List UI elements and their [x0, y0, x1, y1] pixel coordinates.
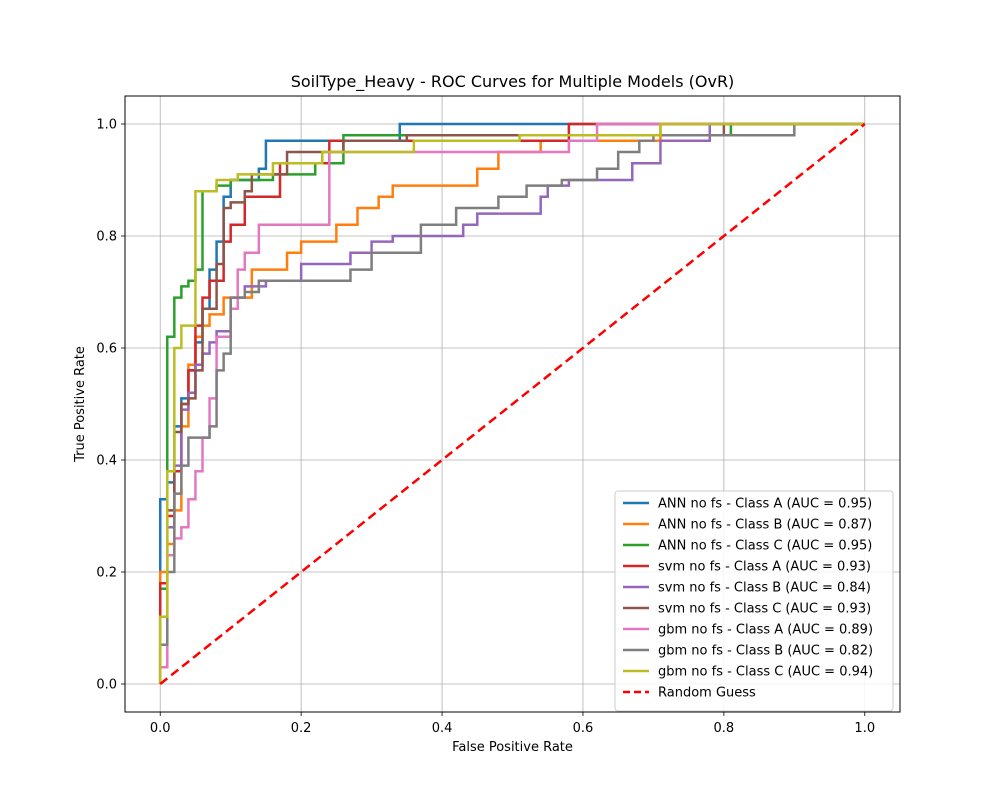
legend-label: svm no fs - Class A (AUC = 0.93) — [658, 560, 871, 575]
legend-label: ANN no fs - Class C (AUC = 0.95) — [658, 539, 872, 554]
y-tick-label: 0.0 — [96, 678, 117, 693]
y-tick-label: 1.0 — [96, 118, 117, 133]
x-tick-label: 0.6 — [573, 721, 594, 736]
y-tick-label: 0.2 — [96, 566, 117, 581]
x-tick-label: 1.0 — [854, 721, 875, 736]
series-line-9 — [158, 122, 865, 684]
series-line-10 — [159, 123, 866, 685]
chart-title: SoilType_Heavy - ROC Curves for Multiple… — [291, 72, 735, 92]
y-tick-label: 0.8 — [96, 230, 117, 245]
plot-frame — [124, 95, 901, 713]
y-axis-label: True Positive Rate — [73, 346, 88, 463]
legend-label: ANN no fs - Class B (AUC = 0.87) — [658, 518, 872, 533]
series-line-8 — [158, 122, 865, 684]
axis-ticks: 0.0 0.2 0.4 0.6 0.8 1.0 0.0 0.2 0.4 0.6 0.8 1.0 — [96, 118, 875, 737]
x-axis-label: False Positive Rate — [452, 740, 573, 755]
plot-series — [158, 122, 866, 685]
x-tick-label: 0.0 — [150, 721, 171, 736]
legend: ANN no fs - Class A (AUC = 0.95) ANN no f… — [614, 490, 894, 712]
grid — [125, 96, 900, 712]
legend-box — [614, 490, 894, 712]
legend-label: ANN no fs - Class A (AUC = 0.95) — [658, 497, 872, 512]
x-tick-label: 0.8 — [714, 721, 735, 736]
x-tick-label: 0.4 — [432, 721, 453, 736]
legend-label: gbm no fs - Class C (AUC = 0.94) — [658, 665, 873, 680]
legend-label: gbm no fs - Class B (AUC = 0.82) — [658, 644, 873, 659]
legend-label: svm no fs - Class C (AUC = 0.93) — [658, 602, 871, 617]
legend-label: Random Guess — [658, 686, 756, 701]
legend-label: gbm no fs - Class A (AUC = 0.89) — [658, 623, 873, 638]
y-tick-label: 0.6 — [96, 342, 117, 357]
series-line-6 — [158, 122, 865, 684]
x-tick-label: 0.2 — [291, 721, 312, 736]
legend-label: svm no fs - Class B (AUC = 0.84) — [658, 581, 871, 596]
y-tick-label: 0.4 — [96, 454, 117, 469]
